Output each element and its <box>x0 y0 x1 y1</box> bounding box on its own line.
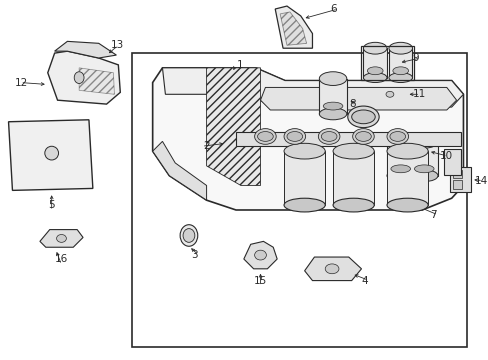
Ellipse shape <box>45 146 59 160</box>
Ellipse shape <box>386 170 414 181</box>
Ellipse shape <box>389 131 405 141</box>
Ellipse shape <box>284 198 325 212</box>
Ellipse shape <box>386 198 427 212</box>
Ellipse shape <box>363 42 386 54</box>
Ellipse shape <box>319 108 346 120</box>
Bar <box>361 46 414 80</box>
Ellipse shape <box>366 67 382 75</box>
Text: 11: 11 <box>412 89 425 99</box>
Polygon shape <box>162 68 463 107</box>
Ellipse shape <box>388 42 412 54</box>
Polygon shape <box>280 12 306 45</box>
Polygon shape <box>55 41 116 58</box>
Ellipse shape <box>318 129 339 144</box>
Polygon shape <box>236 131 461 146</box>
Text: 13: 13 <box>110 40 123 50</box>
Polygon shape <box>372 90 406 98</box>
Ellipse shape <box>284 143 325 159</box>
Polygon shape <box>40 230 83 247</box>
Polygon shape <box>79 68 114 94</box>
Bar <box>386 141 414 176</box>
Ellipse shape <box>352 129 373 144</box>
Ellipse shape <box>392 67 407 75</box>
Ellipse shape <box>385 91 393 97</box>
Ellipse shape <box>363 73 386 82</box>
Ellipse shape <box>388 73 412 82</box>
Polygon shape <box>8 120 93 190</box>
Text: 15: 15 <box>253 275 266 285</box>
Text: 12: 12 <box>15 77 28 87</box>
Ellipse shape <box>386 143 427 159</box>
Bar <box>443 149 461 175</box>
Ellipse shape <box>386 129 407 144</box>
Text: 7: 7 <box>429 210 436 220</box>
Bar <box>132 53 467 347</box>
Ellipse shape <box>332 143 373 159</box>
Ellipse shape <box>180 225 197 246</box>
Ellipse shape <box>57 234 66 242</box>
Polygon shape <box>275 6 312 48</box>
Polygon shape <box>304 257 361 280</box>
Ellipse shape <box>351 110 374 124</box>
Ellipse shape <box>386 135 414 148</box>
Text: 10: 10 <box>439 151 452 161</box>
Text: 1: 1 <box>237 60 244 70</box>
Text: 16: 16 <box>55 254 68 264</box>
Ellipse shape <box>410 135 437 148</box>
Ellipse shape <box>414 165 433 173</box>
Text: 6: 6 <box>329 4 336 14</box>
Bar <box>449 167 470 192</box>
Ellipse shape <box>319 72 346 85</box>
Bar <box>363 48 386 78</box>
Ellipse shape <box>355 131 370 141</box>
Ellipse shape <box>347 106 378 128</box>
Ellipse shape <box>390 165 410 173</box>
Polygon shape <box>244 241 277 269</box>
Bar <box>388 48 412 78</box>
Polygon shape <box>260 87 456 110</box>
Bar <box>319 78 346 114</box>
Ellipse shape <box>332 198 373 212</box>
Ellipse shape <box>410 170 437 181</box>
Text: 3: 3 <box>190 250 197 260</box>
Ellipse shape <box>74 72 84 84</box>
Ellipse shape <box>286 131 302 141</box>
Bar <box>452 170 462 177</box>
Text: 9: 9 <box>412 53 418 63</box>
Polygon shape <box>152 68 463 210</box>
Bar <box>332 151 373 205</box>
Text: 5: 5 <box>48 200 55 210</box>
Ellipse shape <box>254 250 266 260</box>
Polygon shape <box>48 51 120 104</box>
Ellipse shape <box>284 129 305 144</box>
Bar <box>284 151 325 205</box>
Ellipse shape <box>325 264 338 274</box>
Polygon shape <box>152 141 206 200</box>
Ellipse shape <box>321 131 336 141</box>
Text: 4: 4 <box>361 275 367 285</box>
Ellipse shape <box>323 102 342 110</box>
Text: 8: 8 <box>349 99 356 109</box>
Bar <box>386 151 427 205</box>
Text: 2: 2 <box>203 141 209 151</box>
Ellipse shape <box>254 129 276 144</box>
Bar <box>410 141 437 176</box>
Ellipse shape <box>183 229 194 242</box>
Bar <box>452 180 462 189</box>
Polygon shape <box>206 68 260 185</box>
Text: 14: 14 <box>474 176 488 185</box>
Ellipse shape <box>257 131 273 141</box>
